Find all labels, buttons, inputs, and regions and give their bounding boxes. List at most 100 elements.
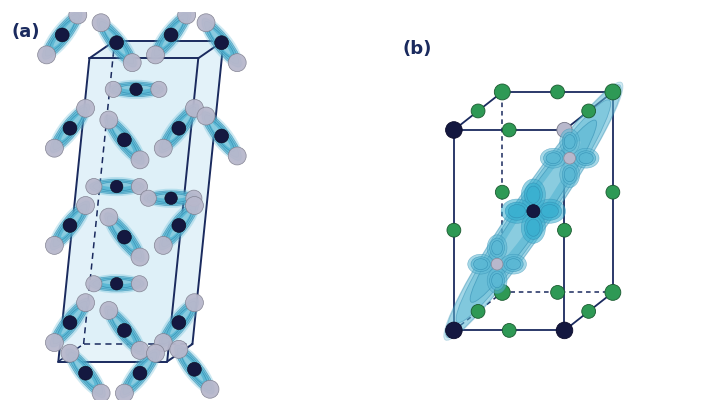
Ellipse shape	[559, 162, 580, 187]
Ellipse shape	[551, 85, 564, 99]
Ellipse shape	[527, 219, 540, 236]
Ellipse shape	[162, 107, 196, 150]
Ellipse shape	[53, 21, 74, 47]
Ellipse shape	[58, 210, 83, 241]
Ellipse shape	[100, 111, 118, 129]
Ellipse shape	[204, 21, 239, 64]
Ellipse shape	[605, 84, 621, 100]
Ellipse shape	[559, 129, 580, 154]
Ellipse shape	[107, 309, 142, 352]
Polygon shape	[58, 344, 192, 361]
Ellipse shape	[112, 223, 133, 249]
Ellipse shape	[112, 126, 133, 152]
Ellipse shape	[49, 200, 91, 251]
Ellipse shape	[115, 384, 133, 402]
Ellipse shape	[150, 9, 192, 61]
Ellipse shape	[73, 358, 98, 389]
Ellipse shape	[456, 100, 611, 323]
Ellipse shape	[503, 123, 516, 137]
Ellipse shape	[210, 28, 230, 55]
Ellipse shape	[471, 104, 485, 118]
Ellipse shape	[109, 36, 124, 49]
Ellipse shape	[119, 347, 161, 399]
Ellipse shape	[103, 114, 145, 166]
Ellipse shape	[130, 83, 143, 96]
Ellipse shape	[96, 17, 138, 68]
Ellipse shape	[209, 120, 234, 152]
Ellipse shape	[117, 323, 131, 337]
Ellipse shape	[45, 334, 63, 351]
Ellipse shape	[127, 358, 153, 389]
Ellipse shape	[123, 54, 141, 72]
Ellipse shape	[150, 81, 167, 98]
Ellipse shape	[508, 204, 526, 218]
Ellipse shape	[92, 384, 110, 402]
Ellipse shape	[147, 344, 165, 362]
Ellipse shape	[492, 274, 503, 288]
Ellipse shape	[605, 284, 621, 300]
Ellipse shape	[474, 259, 487, 269]
Text: (b): (b)	[402, 40, 431, 58]
Ellipse shape	[37, 46, 55, 64]
Ellipse shape	[89, 179, 144, 194]
Ellipse shape	[147, 192, 195, 204]
Ellipse shape	[158, 19, 184, 51]
Ellipse shape	[202, 112, 241, 160]
Ellipse shape	[146, 46, 164, 64]
Ellipse shape	[527, 205, 540, 218]
Text: (a): (a)	[12, 23, 40, 41]
Ellipse shape	[110, 180, 123, 193]
Ellipse shape	[186, 99, 204, 117]
Ellipse shape	[177, 348, 212, 391]
Ellipse shape	[606, 185, 620, 199]
Ellipse shape	[153, 194, 189, 203]
Ellipse shape	[50, 201, 89, 250]
Ellipse shape	[159, 104, 199, 152]
Ellipse shape	[200, 110, 243, 162]
Polygon shape	[84, 41, 223, 344]
Ellipse shape	[164, 28, 178, 42]
Ellipse shape	[446, 322, 462, 339]
Ellipse shape	[172, 316, 186, 330]
Ellipse shape	[471, 257, 490, 272]
Ellipse shape	[117, 230, 131, 244]
Ellipse shape	[166, 112, 192, 144]
Ellipse shape	[61, 308, 82, 335]
Ellipse shape	[159, 201, 199, 250]
Ellipse shape	[209, 27, 234, 59]
Ellipse shape	[93, 181, 140, 192]
Ellipse shape	[89, 276, 144, 291]
Ellipse shape	[76, 294, 94, 311]
Ellipse shape	[63, 316, 77, 330]
Ellipse shape	[170, 340, 188, 358]
Ellipse shape	[524, 216, 542, 239]
Ellipse shape	[88, 274, 145, 293]
Ellipse shape	[112, 315, 137, 346]
Ellipse shape	[144, 191, 198, 206]
Ellipse shape	[228, 147, 246, 165]
Ellipse shape	[105, 213, 144, 261]
Ellipse shape	[197, 14, 215, 32]
Ellipse shape	[170, 308, 191, 335]
Ellipse shape	[503, 323, 516, 337]
Ellipse shape	[66, 349, 105, 398]
Ellipse shape	[172, 218, 186, 232]
Ellipse shape	[131, 151, 149, 169]
Ellipse shape	[156, 194, 186, 199]
Ellipse shape	[500, 254, 526, 274]
Ellipse shape	[61, 344, 79, 362]
Ellipse shape	[495, 84, 510, 100]
Ellipse shape	[471, 304, 485, 318]
Ellipse shape	[468, 254, 493, 274]
Ellipse shape	[527, 186, 540, 204]
Ellipse shape	[186, 294, 204, 311]
Ellipse shape	[154, 236, 172, 254]
Ellipse shape	[564, 168, 575, 182]
Ellipse shape	[50, 298, 89, 347]
Ellipse shape	[228, 54, 246, 72]
Ellipse shape	[86, 276, 102, 292]
Ellipse shape	[491, 258, 503, 270]
Ellipse shape	[45, 139, 63, 157]
Ellipse shape	[41, 9, 84, 61]
Ellipse shape	[158, 297, 200, 349]
